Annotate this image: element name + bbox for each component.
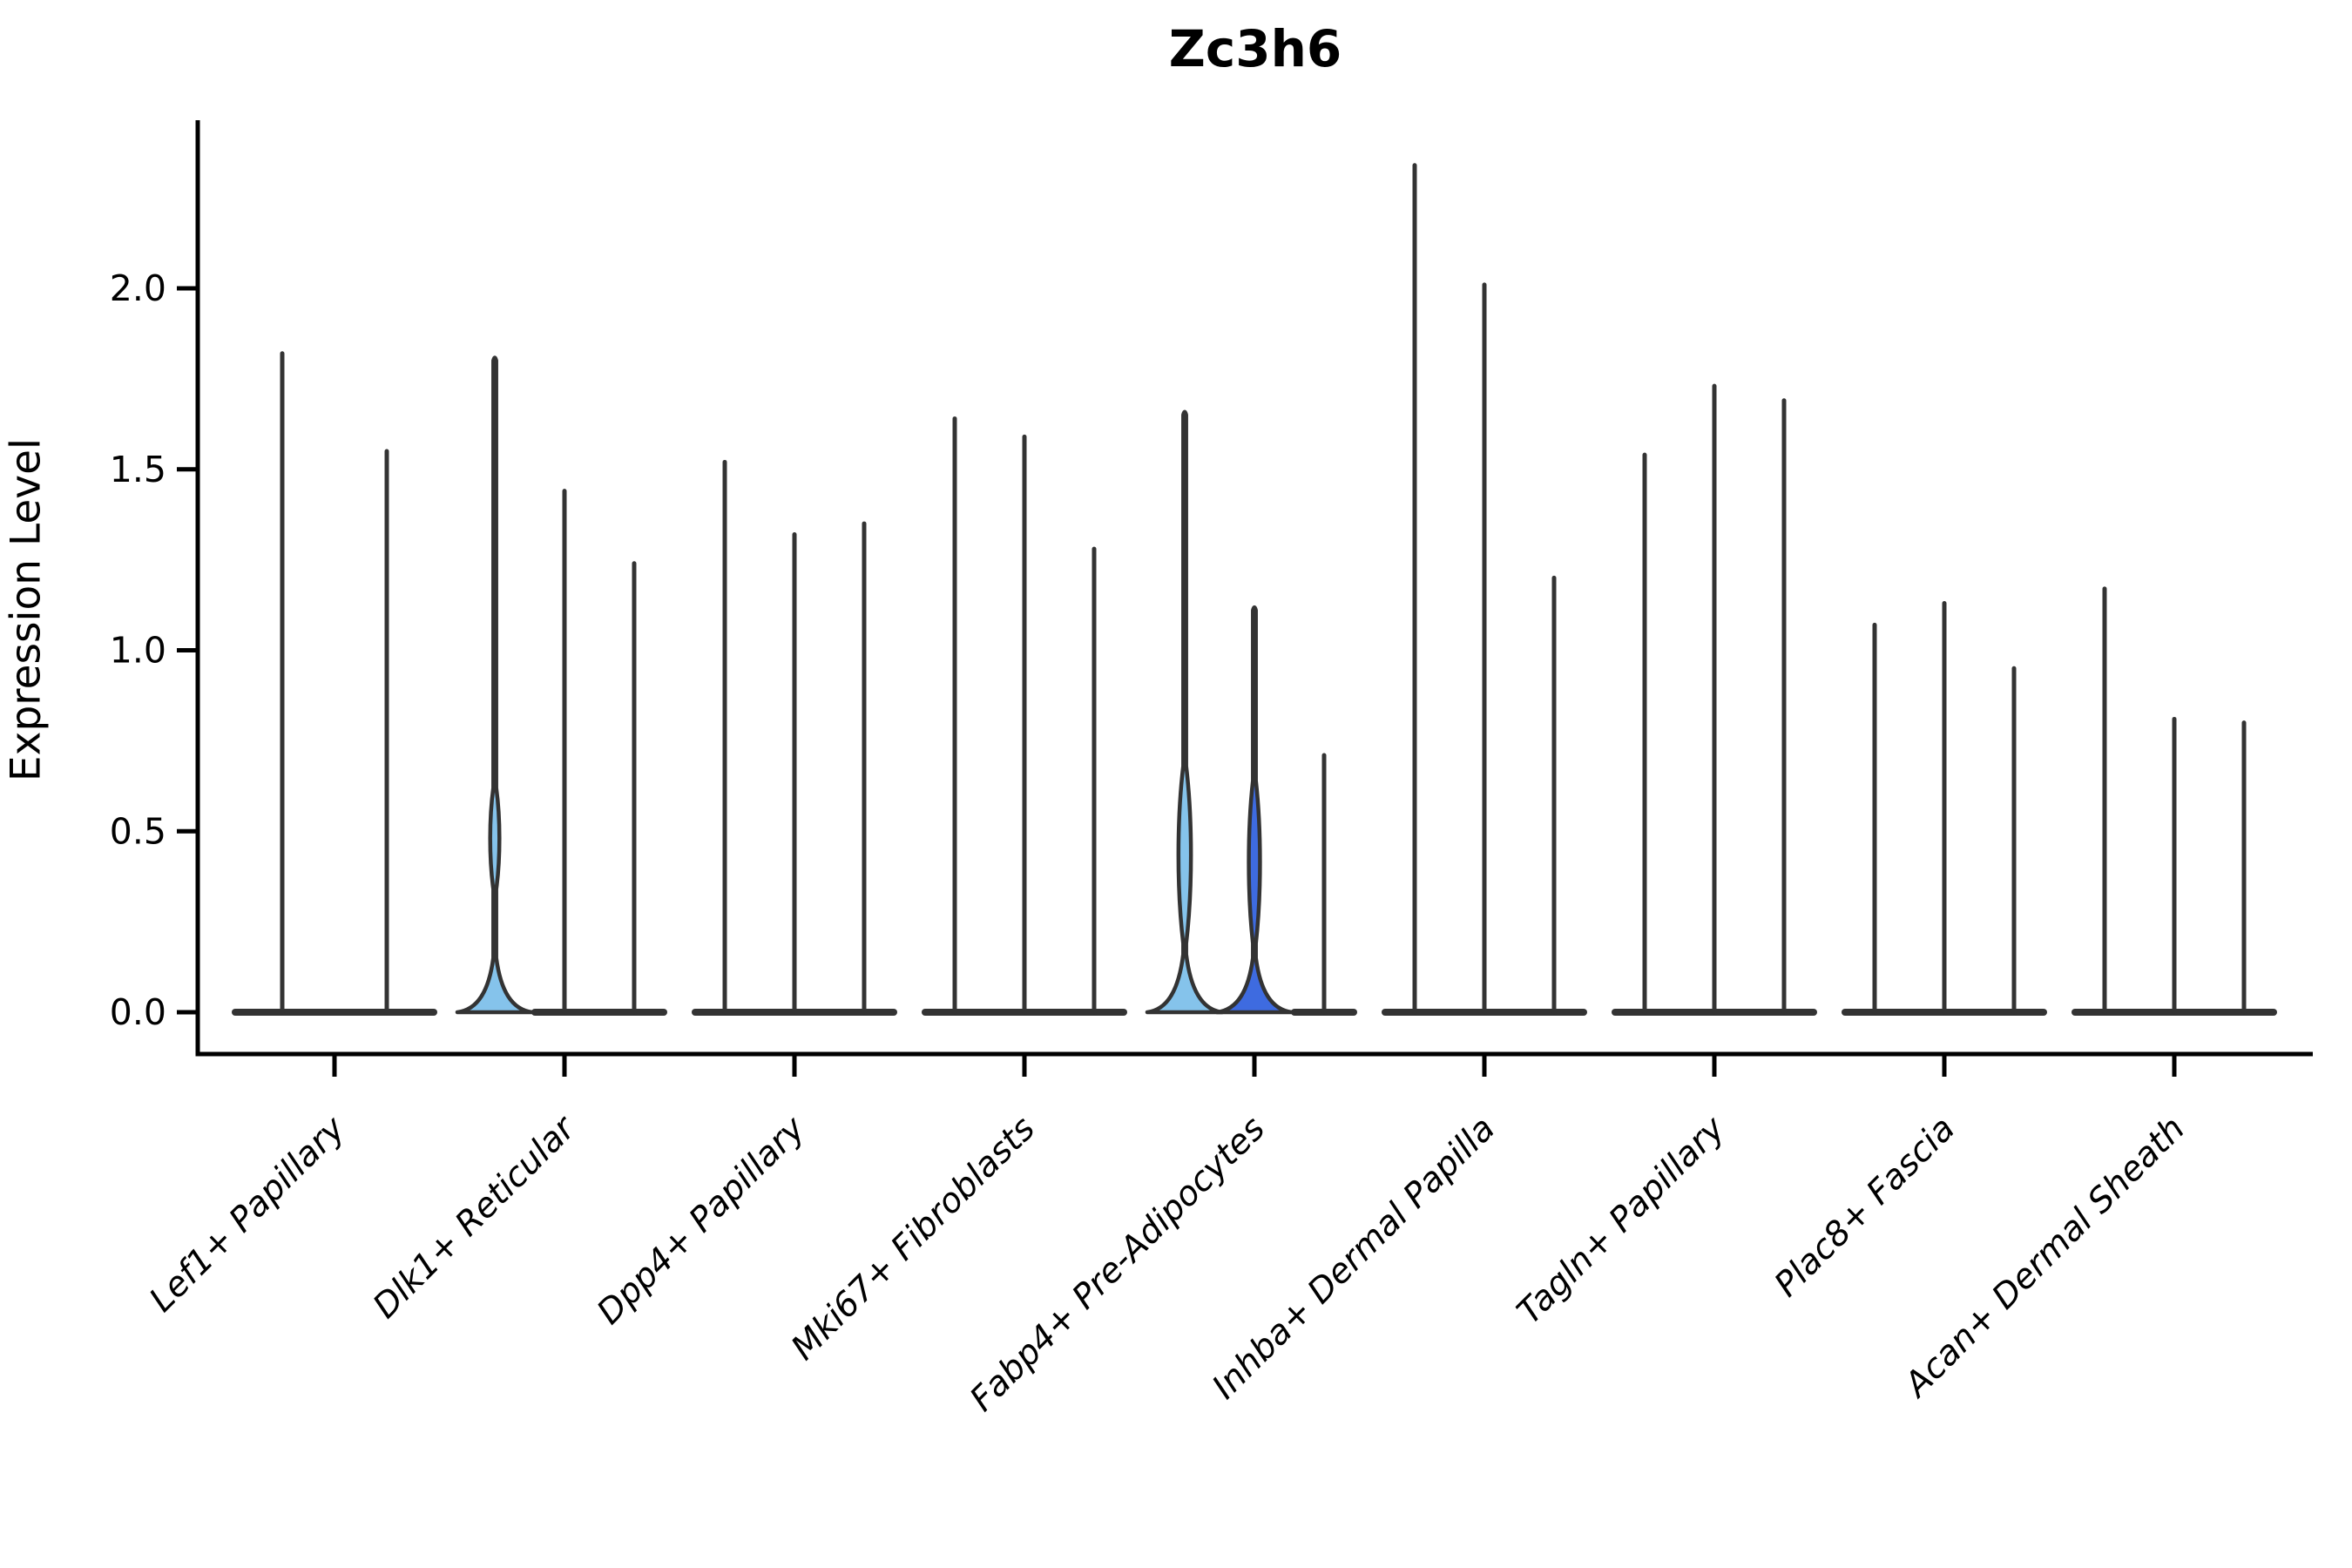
chart-title: Zc3h6 [1168,19,1342,78]
y-tick-label: 2.0 [110,267,166,309]
violin-filled [455,355,535,1015]
violin-filled [1214,605,1294,1015]
x-tick-label: Lef1+ Papillary [142,1109,354,1321]
x-tick-label: Plac8+ Fascia [1767,1109,1963,1304]
violin-filled [1145,409,1225,1015]
y-axis-label: Expression Level [2,437,51,782]
y-tick-label: 1.0 [110,630,166,672]
x-tick-label: Tagln+ Papillary [1510,1109,1733,1332]
y-tick-label: 0.5 [110,810,166,852]
x-tick-label: Dpp4+ Papillary [590,1109,814,1333]
y-tick-label: 1.5 [110,449,166,490]
y-tick-label: 0.0 [110,991,166,1033]
x-tick-label: Mki67+ Fibroblasts [784,1109,1043,1368]
x-tick-label: Dlk1+ Reticular [366,1107,585,1326]
